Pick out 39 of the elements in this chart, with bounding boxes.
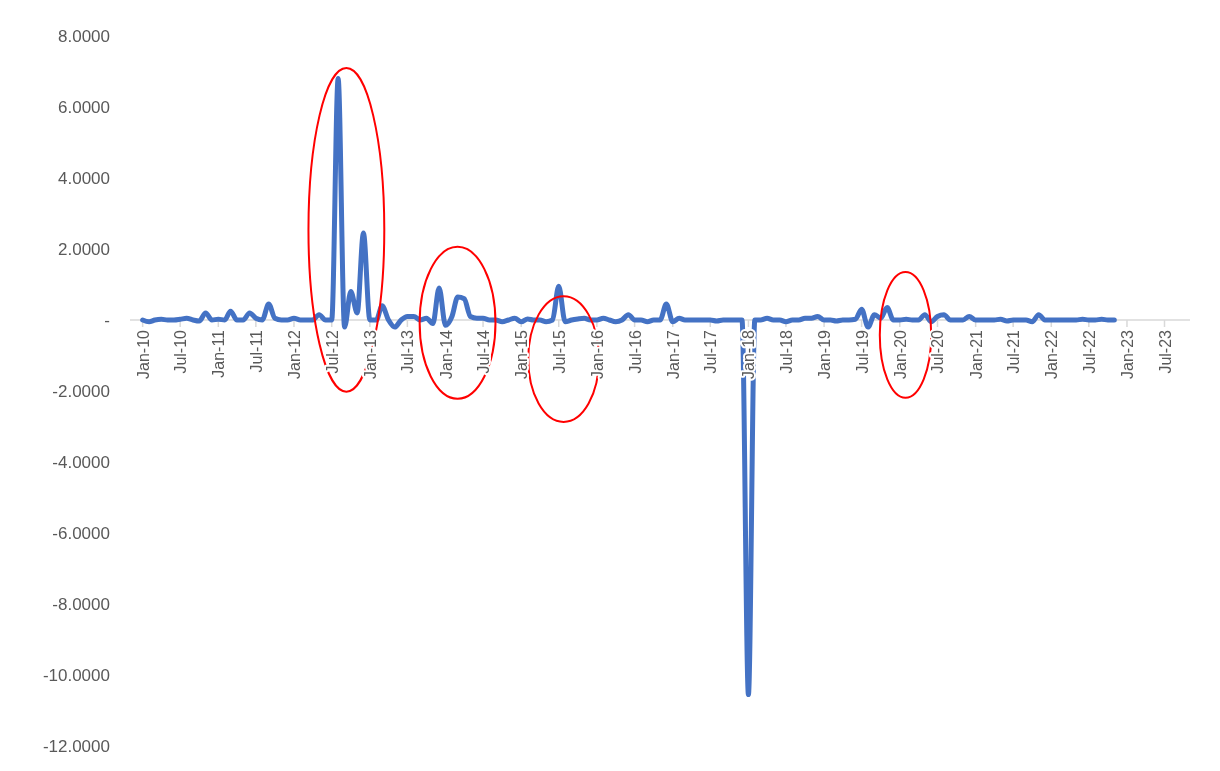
x-tick-label: Jan-13 <box>361 329 379 379</box>
x-tick-label: Jan-19 <box>816 329 834 379</box>
x-tick-label: Jan-17 <box>664 329 682 379</box>
x-tick-label: Jan-12 <box>285 329 303 379</box>
x-tick-label: Jul-17 <box>702 329 720 374</box>
x-tick-label: Jul-12 <box>323 329 341 374</box>
y-tick-label: -12.0000 <box>42 737 110 756</box>
x-tick-label: Jan-16 <box>588 329 606 379</box>
y-tick-label: -4.0000 <box>52 453 110 472</box>
x-tick-label: Jul-16 <box>626 329 644 374</box>
x-tick-label: Jul-19 <box>853 329 871 374</box>
y-tick-label: 4.0000 <box>58 169 110 188</box>
x-tick-label: Jan-18 <box>740 329 758 379</box>
y-tick-label: 8.0000 <box>58 27 110 46</box>
y-tick-label: -2.0000 <box>52 382 110 401</box>
x-tick-label: Jan-10 <box>134 329 152 379</box>
x-tick-label: Jan-21 <box>967 329 985 379</box>
x-tick-label: Jan-14 <box>437 329 455 379</box>
x-tick-label: Jul-13 <box>399 329 417 374</box>
x-tick-label: Jul-14 <box>475 329 493 374</box>
x-tick-label: Jan-11 <box>210 329 228 378</box>
y-tick-label: -8.0000 <box>52 595 110 614</box>
x-tick-label: Jul-15 <box>550 329 568 374</box>
x-tick-label: Jul-22 <box>1080 329 1098 374</box>
y-tick-label: 6.0000 <box>58 98 110 117</box>
x-tick-label: Jul-23 <box>1156 329 1174 374</box>
y-tick-label: - <box>104 311 110 330</box>
x-tick-label: Jul-10 <box>172 329 190 374</box>
x-tick-label: Jan-20 <box>891 329 909 379</box>
y-tick-label: 2.0000 <box>58 240 110 259</box>
y-tick-label: -6.0000 <box>52 524 110 543</box>
x-tick-label: Jan-15 <box>513 329 531 379</box>
x-tick-label: Jan-23 <box>1118 329 1136 379</box>
x-tick-label: Jan-22 <box>1043 329 1061 379</box>
x-tick-label: Jul-20 <box>929 329 947 374</box>
x-tick-label: Jul-18 <box>777 329 795 374</box>
x-tick-label: Jul-21 <box>1005 329 1023 374</box>
y-tick-label: -10.0000 <box>42 666 110 685</box>
x-tick-label: Jul-11 <box>247 329 265 373</box>
